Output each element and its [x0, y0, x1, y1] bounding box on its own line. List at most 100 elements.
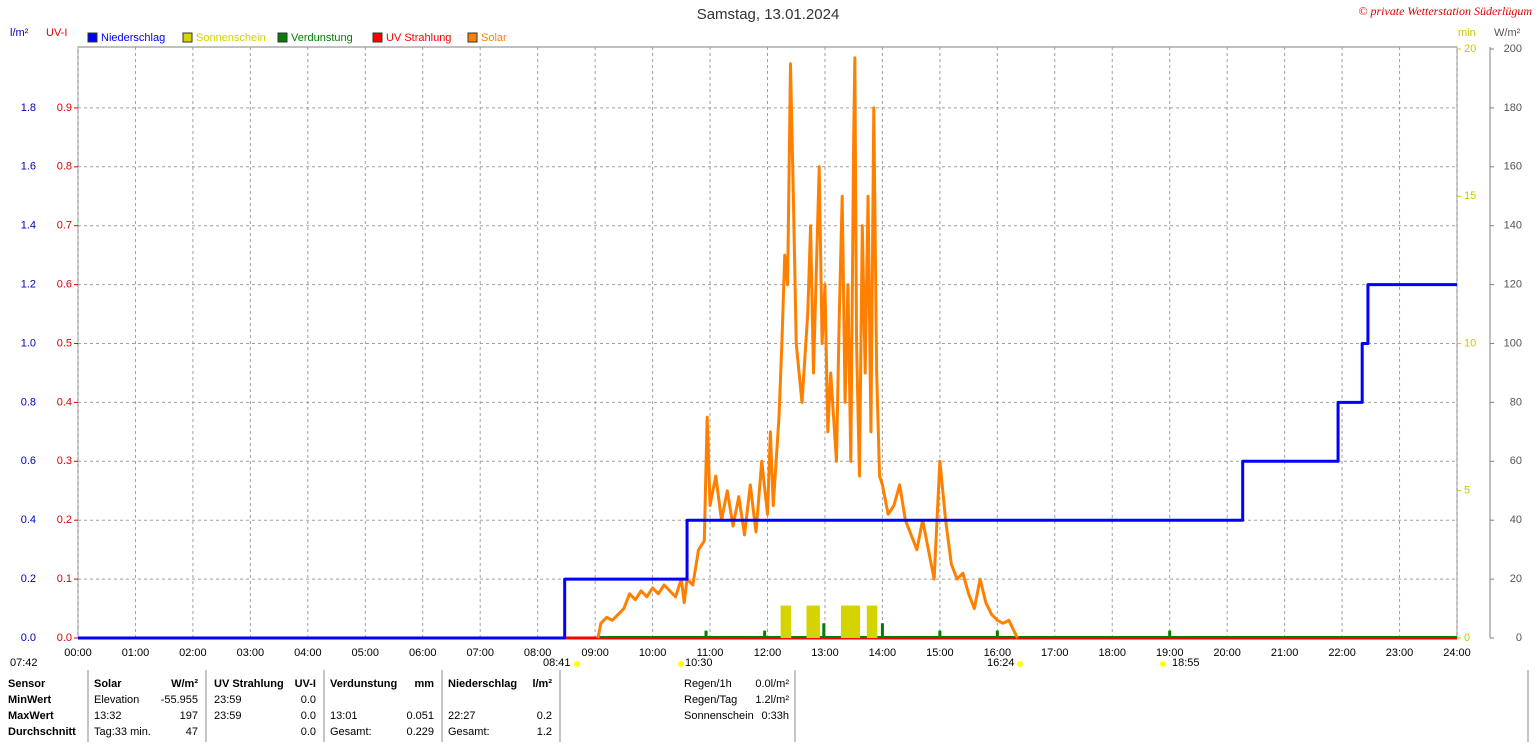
table-cell: UV Strahlung	[214, 678, 284, 690]
x-tick-label: 18:00	[1098, 647, 1126, 659]
x-tick-label: 14:00	[869, 647, 897, 659]
sunshine-bar	[809, 605, 815, 638]
table-cell: Verdunstung	[330, 678, 397, 690]
sunshine-bar	[869, 605, 875, 638]
table-cell: 1.2	[537, 726, 552, 738]
table-cell: 197	[180, 710, 198, 722]
sunshine-bar	[786, 605, 792, 638]
table-cell: MaxWert	[8, 710, 54, 722]
table-cell: 0.051	[406, 710, 434, 722]
uv-axis-label: UV-I	[46, 27, 67, 39]
y3-tick-label: 140	[1504, 220, 1522, 232]
uv-tick-label: 0.8	[57, 161, 72, 173]
y-tick-label: 1.8	[21, 102, 36, 114]
table-cell: 23:59	[214, 710, 242, 722]
table-cell: Solar	[94, 678, 122, 690]
y2-axis-label: min	[1458, 27, 1476, 39]
table-cell: 0.0	[301, 694, 316, 706]
y-tick-label: 1.4	[21, 220, 36, 232]
y2-tick-label: 5	[1464, 485, 1470, 497]
x-tick-label: 11:00	[697, 647, 724, 659]
legend-swatch	[467, 32, 478, 43]
y-axis-label: l/m²	[10, 27, 29, 39]
uv-tick-label: 0.7	[57, 220, 72, 232]
y-tick-label: 1.6	[21, 161, 36, 173]
uv-tick-label: 0.0	[57, 632, 72, 644]
summary-value: 1.2l/m²	[755, 694, 789, 706]
sunshine-bar	[846, 605, 852, 638]
x-tick-label: 10:00	[639, 647, 667, 659]
summary-label: Regen/Tag	[684, 694, 737, 706]
x-tick-label: 17:00	[1041, 647, 1069, 659]
legend-label: Solar	[481, 32, 507, 44]
sunshine-bar	[780, 605, 786, 638]
legend-label: Sonnenschein	[196, 32, 266, 44]
table-cell: 23:59	[214, 694, 242, 706]
x-tick-label: 06:00	[409, 647, 437, 659]
x-tick-label: 04:00	[294, 647, 322, 659]
y3-tick-label: 40	[1510, 514, 1522, 526]
sun-marker	[574, 661, 580, 667]
table-cell: Elevation	[94, 694, 139, 706]
sunshine-bar	[840, 605, 846, 638]
y-tick-label: 0.2	[21, 573, 36, 585]
x-tick-label: 24:00	[1443, 647, 1471, 659]
x-tick-label: 08:00	[524, 647, 552, 659]
table-cell: 0.0	[301, 726, 316, 738]
sunshine-bar	[783, 605, 789, 638]
y3-tick-label: 160	[1504, 161, 1522, 173]
y-tick-label: 0.8	[21, 396, 36, 408]
x-tick-label: 01:00	[122, 647, 150, 659]
time-annotation: 07:42	[10, 657, 38, 669]
table-cell: 13:32	[94, 710, 122, 722]
y3-tick-label: 60	[1510, 455, 1522, 467]
table-cell: UV-I	[295, 678, 316, 690]
uv-tick-label: 0.4	[57, 396, 72, 408]
summary-value: 0.0l/m²	[755, 678, 789, 690]
sun-marker	[678, 661, 684, 667]
legend-label: UV Strahlung	[386, 32, 451, 44]
summary-value: 0:33h	[761, 710, 789, 722]
time-annotation: 10:30	[685, 657, 713, 669]
sunshine-bar	[812, 605, 818, 638]
credit: © private Wetterstation Süderlügum	[1358, 4, 1532, 18]
time-annotation: 18:55	[1172, 657, 1200, 669]
y3-tick-label: 120	[1504, 279, 1522, 291]
sunshine-bar	[849, 605, 855, 638]
series-line	[78, 283, 1457, 640]
sun-marker	[1017, 661, 1023, 667]
chart-title: Samstag, 13.01.2024	[697, 6, 840, 23]
series-line	[596, 56, 1019, 639]
y3-tick-label: 200	[1504, 43, 1522, 55]
y-tick-label: 0.4	[21, 514, 36, 526]
x-tick-label: 07:00	[466, 647, 494, 659]
table-cell: l/m²	[532, 678, 552, 690]
x-tick-label: 12:00	[754, 647, 782, 659]
x-tick-label: 21:00	[1271, 647, 1299, 659]
table-cell: 0.229	[406, 726, 434, 738]
time-annotation: 08:41	[543, 657, 571, 669]
summary-label: Regen/1h	[684, 678, 732, 690]
uv-tick-label: 0.9	[57, 102, 72, 114]
table-cell: Gesamt:	[330, 726, 372, 738]
sunshine-bar	[855, 605, 861, 638]
y2-tick-label: 15	[1464, 190, 1476, 202]
sunshine-bar	[815, 605, 820, 638]
sun-marker	[1160, 661, 1166, 667]
legend-swatch	[87, 32, 98, 43]
x-tick-label: 13:00	[811, 647, 839, 659]
x-tick-label: 22:00	[1328, 647, 1356, 659]
x-tick-label: 03:00	[237, 647, 265, 659]
uv-tick-label: 0.6	[57, 279, 72, 291]
sunshine-bar	[866, 605, 872, 638]
sunshine-bar	[843, 605, 849, 638]
time-annotation: 16:24	[987, 657, 1015, 669]
table-cell: Tag:33 min.	[94, 726, 151, 738]
sunshine-bar	[852, 605, 858, 638]
x-tick-label: 20:00	[1213, 647, 1241, 659]
summary-label: Sonnenschein	[684, 710, 754, 722]
y3-tick-label: 20	[1510, 573, 1522, 585]
legend-swatch	[277, 32, 288, 43]
y-tick-label: 0.0	[21, 632, 36, 644]
